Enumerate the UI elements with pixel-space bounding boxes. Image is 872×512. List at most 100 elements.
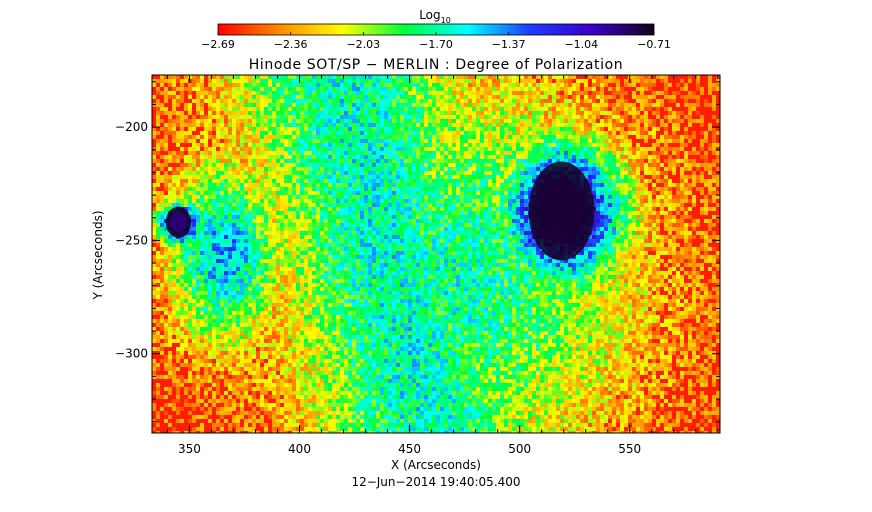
heatmap-cell — [200, 219, 204, 223]
heatmap-cell — [336, 99, 340, 103]
heatmap-cell — [504, 131, 508, 135]
heatmap-cell — [672, 195, 676, 199]
heatmap-cell — [204, 195, 208, 199]
heatmap-cell — [532, 103, 536, 107]
heatmap-cell — [336, 223, 340, 227]
heatmap-cell — [488, 99, 492, 103]
heatmap-cell — [432, 219, 436, 223]
heatmap-cell — [712, 131, 716, 135]
heatmap-cell — [288, 163, 292, 167]
heatmap-cell — [296, 139, 300, 143]
heatmap-cell — [612, 211, 616, 215]
heatmap-cell — [700, 163, 704, 167]
heatmap-cell — [564, 139, 568, 143]
heatmap-cell — [376, 223, 380, 227]
heatmap-cell — [616, 111, 620, 115]
heatmap-cell — [256, 211, 260, 215]
heatmap-cell — [180, 115, 184, 119]
heatmap-cell — [288, 75, 292, 79]
heatmap-cell — [356, 199, 360, 203]
heatmap-cell — [224, 123, 228, 127]
heatmap-cell — [300, 115, 304, 119]
heatmap-cell — [184, 191, 188, 195]
heatmap-cell — [496, 111, 500, 115]
heatmap-cell — [556, 91, 560, 95]
heatmap-cell — [220, 107, 224, 111]
heatmap-cell — [164, 183, 168, 187]
heatmap-cell — [236, 167, 240, 171]
heatmap-cell — [428, 103, 432, 107]
heatmap-cell — [496, 199, 500, 203]
heatmap-cell — [392, 123, 396, 127]
heatmap-cell — [276, 211, 280, 215]
heatmap-cell — [260, 131, 264, 135]
heatmap-cell — [216, 199, 220, 203]
heatmap-cell — [576, 123, 580, 127]
heatmap-cell — [200, 119, 204, 123]
heatmap-cell — [712, 199, 716, 203]
heatmap-cell — [404, 131, 408, 135]
heatmap-cell — [484, 167, 488, 171]
heatmap-cell — [248, 107, 252, 111]
heatmap-cell — [216, 151, 220, 155]
heatmap-cell — [380, 119, 384, 123]
heatmap-cell — [552, 147, 556, 151]
heatmap-cell — [416, 163, 420, 167]
heatmap-cell — [264, 191, 268, 195]
heatmap-cell — [284, 147, 288, 151]
heatmap-cell — [304, 179, 308, 183]
heatmap-cell — [452, 167, 456, 171]
heatmap-cell — [624, 175, 628, 179]
heatmap-cell — [516, 191, 520, 195]
heatmap-cell — [352, 207, 356, 211]
heatmap-cell — [548, 131, 552, 135]
heatmap-cell — [476, 195, 480, 199]
heatmap-cell — [248, 223, 252, 227]
heatmap-cell — [468, 75, 472, 79]
heatmap-cell — [460, 143, 464, 147]
heatmap-cell — [364, 195, 368, 199]
heatmap-cell — [324, 127, 328, 131]
heatmap-cell — [572, 83, 576, 87]
heatmap-cell — [640, 163, 644, 167]
heatmap-cell — [600, 183, 604, 187]
heatmap-cell — [392, 199, 396, 203]
heatmap-cell — [296, 183, 300, 187]
heatmap-cell — [620, 119, 624, 123]
heatmap-cell — [332, 143, 336, 147]
heatmap-cell — [300, 87, 304, 91]
heatmap-cell — [272, 131, 276, 135]
heatmap-cell — [264, 119, 268, 123]
heatmap-cell — [456, 99, 460, 103]
heatmap-cell — [496, 167, 500, 171]
heatmap-cell — [636, 155, 640, 159]
heatmap-cell — [316, 187, 320, 191]
heatmap-cell — [584, 163, 588, 167]
heatmap-cell — [260, 187, 264, 191]
heatmap-cell — [596, 223, 600, 227]
heatmap-cell — [240, 187, 244, 191]
heatmap-cell — [556, 139, 560, 143]
heatmap-cell — [240, 119, 244, 123]
heatmap-cell — [348, 171, 352, 175]
heatmap-cell — [304, 195, 308, 199]
heatmap-cell — [256, 159, 260, 163]
heatmap-cell — [600, 119, 604, 123]
heatmap-cell — [404, 163, 408, 167]
heatmap-cell — [296, 171, 300, 175]
heatmap-cell — [188, 111, 192, 115]
heatmap-cell — [240, 159, 244, 163]
heatmap-cell — [428, 171, 432, 175]
heatmap-cell — [372, 119, 376, 123]
heatmap-cell — [368, 119, 372, 123]
heatmap-cell — [592, 175, 596, 179]
heatmap-cell — [400, 115, 404, 119]
heatmap-cell — [644, 171, 648, 175]
heatmap-cell — [420, 155, 424, 159]
heatmap-cell — [476, 147, 480, 151]
heatmap-cell — [440, 83, 444, 87]
heatmap-cell — [716, 83, 720, 87]
heatmap-cell — [608, 187, 612, 191]
heatmap-cell — [384, 75, 388, 79]
heatmap-cell — [188, 163, 192, 167]
